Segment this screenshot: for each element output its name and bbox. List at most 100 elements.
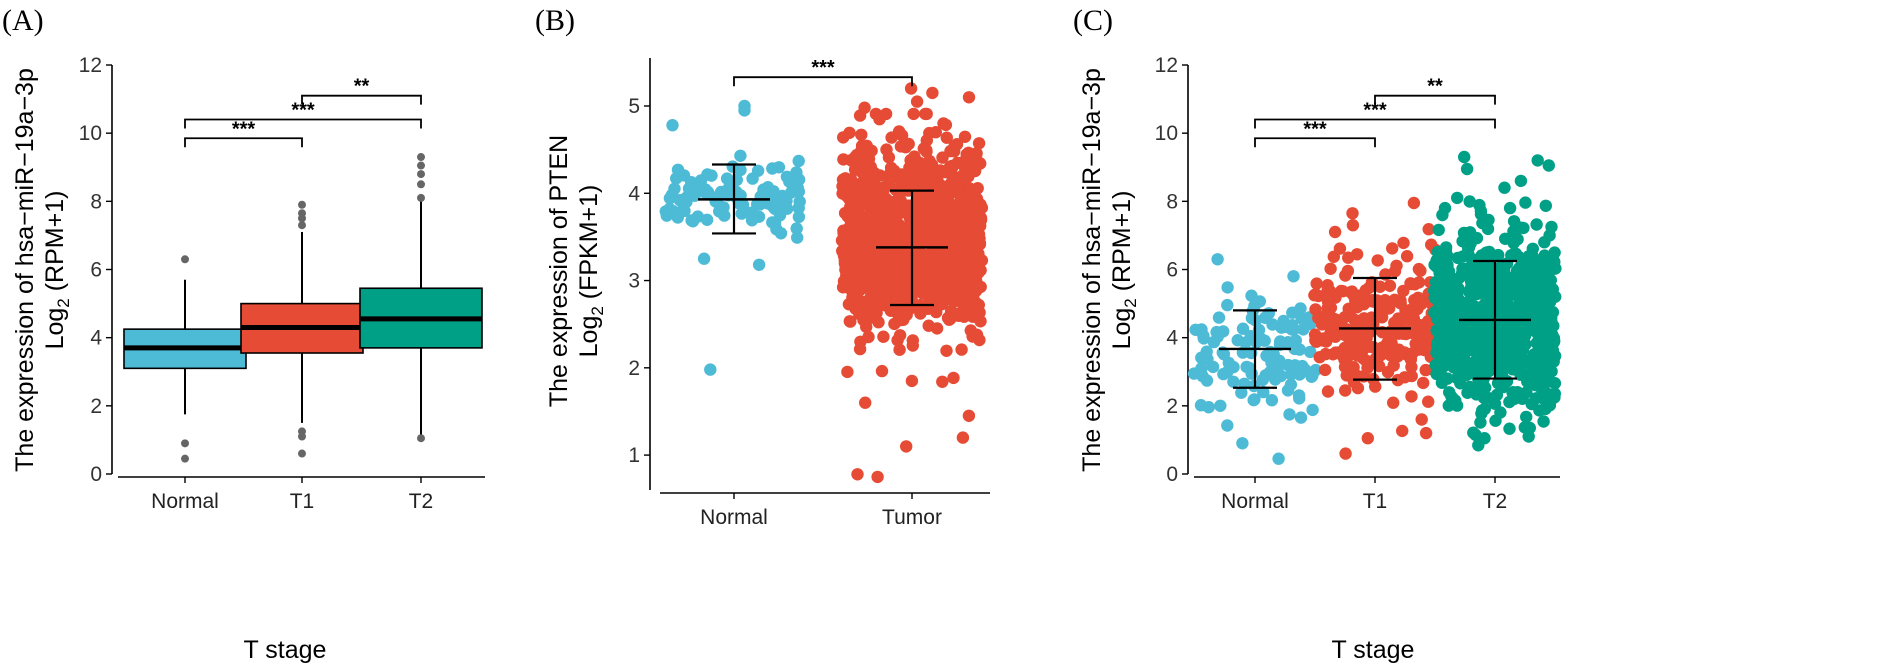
data-point	[907, 107, 920, 121]
data-point	[1306, 369, 1319, 382]
data-point	[858, 170, 872, 183]
significance-label: **	[1427, 76, 1443, 98]
panel-b-plot: 1 2 3 4 5 Normal Tumor ***	[628, 57, 990, 529]
data-point	[1328, 225, 1342, 239]
data-point	[964, 227, 977, 240]
data-point	[1523, 421, 1537, 435]
data-point	[1415, 413, 1428, 426]
data-point	[668, 182, 681, 195]
significance-label: ***	[291, 100, 315, 122]
data-point	[1384, 339, 1397, 352]
data-point	[793, 195, 806, 208]
y-tick-label: 12	[79, 54, 102, 77]
data-point	[1453, 271, 1466, 284]
data-point	[1367, 341, 1380, 354]
data-point	[929, 194, 942, 207]
data-point	[949, 223, 962, 236]
data-point	[905, 374, 919, 388]
data-point	[1400, 250, 1414, 263]
data-point	[880, 143, 893, 156]
data-point	[967, 288, 980, 301]
data-point	[958, 130, 972, 143]
y-tick-label: 6	[1166, 259, 1178, 282]
data-point	[1260, 349, 1273, 362]
data-point	[686, 215, 700, 228]
data-point	[1239, 336, 1252, 349]
data-point	[1394, 297, 1407, 310]
data-point	[960, 248, 973, 262]
data-point	[939, 231, 952, 245]
data-point	[1436, 208, 1449, 222]
data-point	[735, 207, 748, 220]
data-point	[1439, 243, 1453, 257]
data-point	[1432, 286, 1446, 300]
outlier-point	[298, 449, 306, 458]
data-point	[1386, 242, 1399, 255]
data-point	[1306, 403, 1319, 417]
data-point	[855, 128, 868, 141]
data-point	[893, 329, 907, 342]
data-point	[838, 254, 851, 267]
data-point	[971, 214, 985, 228]
y-tick-label: 4	[90, 327, 102, 350]
data-point	[893, 343, 906, 356]
significance-bracket	[184, 118, 422, 129]
data-point	[1519, 322, 1533, 336]
data-point	[752, 258, 766, 271]
data-point	[1451, 191, 1464, 205]
data-point	[1286, 319, 1299, 332]
data-point	[958, 160, 971, 173]
data-point	[1432, 361, 1446, 374]
data-point	[1535, 307, 1548, 321]
data-point	[1409, 296, 1422, 310]
data-point	[971, 258, 984, 272]
panel-c: (C) The expression of hsa−miR−19a−3p Log…	[1073, 4, 1562, 664]
outlier-point	[417, 153, 425, 162]
y-tick-label: 3	[628, 270, 640, 293]
data-point	[1541, 253, 1554, 266]
data-point	[1438, 325, 1452, 339]
data-point	[1283, 408, 1296, 421]
data-point	[1405, 360, 1418, 374]
data-point	[1336, 285, 1349, 298]
outlier-point	[417, 193, 425, 202]
data-point	[1412, 262, 1426, 276]
data-point	[671, 163, 685, 176]
data-point	[847, 263, 861, 276]
panel-a: (A) The expression of hsa−miR−19a−3p Log…	[2, 4, 485, 664]
data-point	[862, 330, 875, 344]
data-point	[1242, 361, 1256, 374]
data-point	[1536, 379, 1550, 393]
data-point	[851, 246, 864, 260]
data-point	[871, 223, 884, 236]
data-point	[1419, 363, 1432, 377]
data-point	[901, 221, 914, 234]
panel-c-ylabel: The expression of hsa−miR−19a−3p	[1078, 68, 1106, 472]
data-point	[973, 333, 986, 347]
outlier-point	[181, 439, 189, 448]
data-point	[851, 189, 864, 203]
panel-a-ylabel-unit: Log2 (RPM+1)	[41, 191, 73, 350]
data-point	[929, 126, 942, 139]
data-point	[891, 307, 904, 321]
data-point	[899, 204, 912, 218]
data-point	[685, 176, 698, 189]
data-point	[1217, 348, 1231, 361]
data-point	[920, 145, 933, 158]
data-point	[1333, 242, 1347, 255]
x-tick-label: T2	[1483, 490, 1508, 513]
data-point	[1537, 415, 1550, 428]
data-point	[790, 166, 803, 179]
data-point	[1294, 411, 1308, 424]
data-point	[900, 440, 913, 453]
data-point	[746, 172, 759, 185]
data-point	[1474, 416, 1487, 429]
data-point	[1397, 236, 1410, 250]
data-point	[1274, 335, 1287, 348]
data-point	[1255, 332, 1268, 346]
data-point	[888, 317, 901, 331]
y-tick-label: 10	[79, 122, 102, 145]
data-point	[1370, 294, 1384, 307]
data-point	[879, 238, 892, 251]
